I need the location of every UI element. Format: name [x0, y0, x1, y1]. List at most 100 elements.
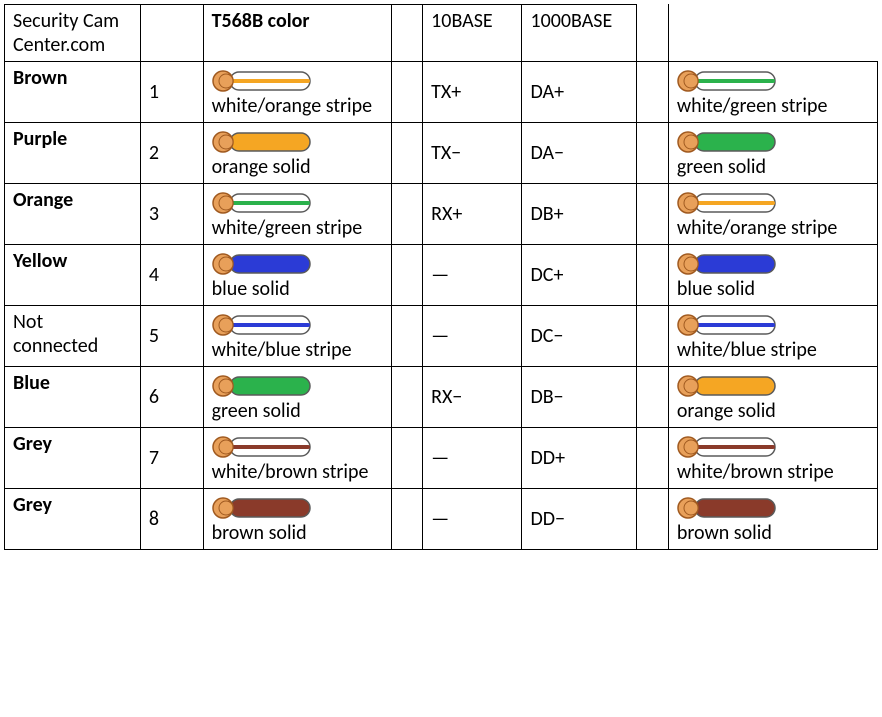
- row-t568b: brown solid: [203, 489, 391, 550]
- row-name: Purple: [5, 123, 141, 184]
- row-t568b: white/green stripe: [203, 184, 391, 245]
- row-1000base: DB+: [522, 184, 637, 245]
- wire-label: orange solid: [677, 399, 869, 423]
- wire-icon: [677, 375, 777, 397]
- row-pin: 8: [140, 489, 203, 550]
- row-spacer2: [637, 184, 668, 245]
- row-spacer1: [391, 306, 422, 367]
- header-spacer1: [391, 5, 422, 62]
- row-name: Not connected: [5, 306, 141, 367]
- row-t568b: white/brown stripe: [203, 428, 391, 489]
- wire-label: brown solid: [212, 521, 383, 545]
- wire-icon: [212, 192, 312, 214]
- wire-icon: [677, 192, 777, 214]
- row-spacer2: [637, 123, 668, 184]
- row-pin: 5: [140, 306, 203, 367]
- row-name: Blue: [5, 367, 141, 428]
- row-spacer1: [391, 184, 422, 245]
- row-1000base: DA+: [522, 62, 637, 123]
- row-spacer1: [391, 245, 422, 306]
- row-spacer1: [391, 489, 422, 550]
- row-spacer2: [637, 245, 668, 306]
- wire-label: white/green stripe: [212, 216, 383, 240]
- wire-label: white/blue stripe: [212, 338, 383, 362]
- row-spacer1: [391, 62, 422, 123]
- wire-label: white/orange stripe: [212, 94, 383, 118]
- wire-icon: [212, 131, 312, 153]
- row-spacer2: [637, 367, 668, 428]
- header-t568b: T568B color: [203, 5, 391, 62]
- row-t568b: white/orange stripe: [203, 62, 391, 123]
- wire-icon: [677, 497, 777, 519]
- row-spacer1: [391, 123, 422, 184]
- wire-icon: [677, 314, 777, 336]
- wire-label: white/green stripe: [677, 94, 869, 118]
- row-1000base: DB−: [522, 367, 637, 428]
- wire-label: orange solid: [212, 155, 383, 179]
- wire-label: green solid: [677, 155, 869, 179]
- row-pin: 4: [140, 245, 203, 306]
- row-t568a: white/green stripe: [668, 62, 877, 123]
- table-row: Yellow4 blue solid—DC+ blue solid: [5, 245, 878, 306]
- wire-icon: [212, 314, 312, 336]
- wire-icon: [677, 253, 777, 275]
- row-t568a: blue solid: [668, 245, 877, 306]
- row-name: Yellow: [5, 245, 141, 306]
- wire-icon: [212, 375, 312, 397]
- row-t568b: green solid: [203, 367, 391, 428]
- row-t568b: white/blue stripe: [203, 306, 391, 367]
- wire-label: brown solid: [677, 521, 869, 545]
- header-10base: 10BASE: [423, 5, 522, 62]
- wire-icon: [677, 131, 777, 153]
- row-1000base: DA−: [522, 123, 637, 184]
- row-name: Grey: [5, 489, 141, 550]
- table-row: Purple2 orange solidTX−DA− green solid: [5, 123, 878, 184]
- header-t568a: [668, 5, 877, 62]
- row-t568a: white/orange stripe: [668, 184, 877, 245]
- wire-label: white/brown stripe: [212, 460, 383, 484]
- row-spacer1: [391, 367, 422, 428]
- row-t568a: green solid: [668, 123, 877, 184]
- row-spacer2: [637, 428, 668, 489]
- row-10base: RX−: [423, 367, 522, 428]
- row-t568a: brown solid: [668, 489, 877, 550]
- wire-label: white/blue stripe: [677, 338, 869, 362]
- row-1000base: DC+: [522, 245, 637, 306]
- row-t568a: white/brown stripe: [668, 428, 877, 489]
- row-pin: 7: [140, 428, 203, 489]
- table-header-row: Security Cam Center.com T568B color 10BA…: [5, 5, 878, 62]
- row-pin: 3: [140, 184, 203, 245]
- wire-label: white/orange stripe: [677, 216, 869, 240]
- wire-icon: [677, 70, 777, 92]
- wire-label: blue solid: [212, 277, 383, 301]
- row-t568a: orange solid: [668, 367, 877, 428]
- wire-label: blue solid: [677, 277, 869, 301]
- table-row: Blue6 green solid RX−DB− orange solid: [5, 367, 878, 428]
- table-row: Not connected5 white/blue stripe—DC− whi…: [5, 306, 878, 367]
- row-name: Grey: [5, 428, 141, 489]
- row-10base: —: [423, 489, 522, 550]
- header-site: Security Cam Center.com: [5, 5, 141, 62]
- row-10base: —: [423, 428, 522, 489]
- row-1000base: DD−: [522, 489, 637, 550]
- wire-icon: [212, 436, 312, 458]
- row-t568a: white/blue stripe: [668, 306, 877, 367]
- row-spacer2: [637, 489, 668, 550]
- wire-icon: [212, 497, 312, 519]
- table-row: Orange3 white/green stripe RX+DB+ white/o…: [5, 184, 878, 245]
- row-1000base: DC−: [522, 306, 637, 367]
- wire-icon: [677, 436, 777, 458]
- wire-label: white/brown stripe: [677, 460, 869, 484]
- wiring-table: Security Cam Center.com T568B color 10BA…: [4, 4, 878, 550]
- row-spacer2: [637, 62, 668, 123]
- header-1000base: 1000BASE: [522, 5, 637, 62]
- row-name: Orange: [5, 184, 141, 245]
- row-spacer1: [391, 428, 422, 489]
- row-pin: 6: [140, 367, 203, 428]
- row-10base: RX+: [423, 184, 522, 245]
- row-10base: TX+: [423, 62, 522, 123]
- header-spacer2: [637, 5, 668, 62]
- wire-label: green solid: [212, 399, 383, 423]
- row-pin: 2: [140, 123, 203, 184]
- row-name: Brown: [5, 62, 141, 123]
